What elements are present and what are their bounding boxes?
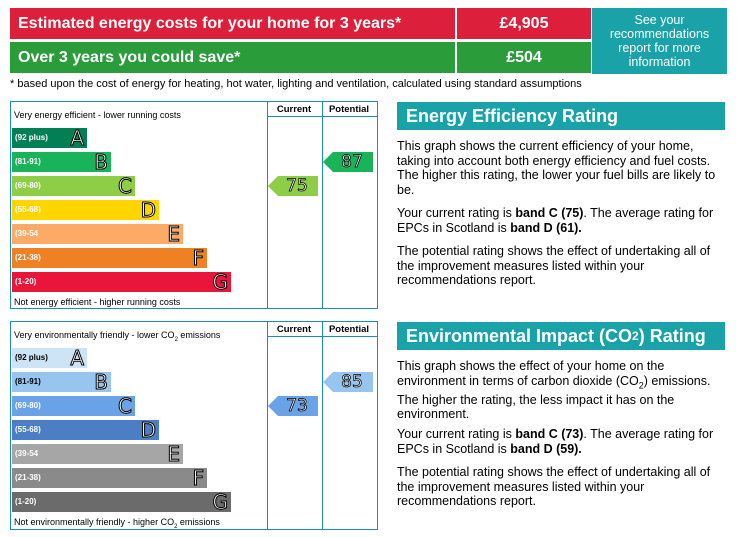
band-range: (39-54 — [15, 229, 39, 238]
current-band: band C (75) — [515, 206, 584, 220]
band-range: (1-20) — [15, 497, 37, 506]
environmental-impact-chart: Current Potential Very environmentally f… — [10, 321, 378, 530]
energy-efficiency-para-3: The potential rating shows the effect of… — [397, 244, 711, 287]
title-a: Environmental Impact (CO — [406, 325, 633, 346]
text-sub: 2 — [638, 380, 644, 390]
band-letter: F — [192, 246, 204, 271]
energy-efficiency-para-2: Your current rating is band C (75). The … — [397, 206, 727, 235]
estimated-costs-value: £4,905 — [457, 8, 591, 39]
environmental-impact-para-1: This graph shows the effect of your home… — [397, 359, 727, 422]
band-d: (55-68) D — [12, 198, 159, 223]
top-text-sub: 2 — [174, 336, 178, 343]
text: . The average rating for EPCs in Scotlan… — [397, 427, 714, 456]
band-range: (39-54 — [15, 449, 39, 458]
band-g: (1-20) G — [12, 270, 231, 295]
band-f: (21-38) F — [12, 466, 207, 491]
band-g: (1-20) G — [12, 490, 231, 515]
text: ) emissions. The higher the rating, the … — [397, 373, 711, 422]
band-letter: D — [140, 198, 156, 223]
chart-bottom-text: Not environmentally friendly - higher CO… — [14, 517, 220, 530]
band-range: (81-91) — [15, 157, 41, 166]
band-range: (55-68) — [15, 425, 41, 434]
text: This graph shows the effect of your home… — [397, 359, 665, 388]
current-column-header: Current — [276, 104, 312, 115]
energy-efficiency-title: Energy Efficiency Rating — [397, 102, 725, 130]
band-letter: G — [212, 490, 228, 515]
band-range: (69-80) — [15, 401, 41, 410]
band-b: (81-91) B — [12, 150, 111, 175]
band-range: (69-80) — [15, 181, 41, 190]
band-range: (1-20) — [15, 277, 37, 286]
potential-column-header: Potential — [328, 104, 370, 115]
band-letter: D — [140, 418, 156, 443]
top-text-end: emissions — [177, 330, 221, 340]
bottom-text-main: Not environmentally friendly - higher CO — [14, 517, 175, 527]
potential-rating-value: 85 — [341, 372, 363, 392]
environmental-impact-title: Environmental Impact (CO 2) Rating — [397, 322, 725, 350]
text: Your current rating is — [397, 427, 516, 441]
band-a: (92 plus) A — [12, 126, 87, 151]
potential-rating-arrow: 87 — [323, 152, 373, 172]
potential-rating-arrow: 85 — [323, 372, 373, 392]
band-e: (39-54 E — [12, 442, 183, 467]
band-range: (21-38) — [15, 253, 41, 262]
band-a: (92 plus) A — [12, 346, 87, 371]
current-rating-value: 75 — [286, 176, 308, 196]
band-letter: B — [94, 150, 109, 175]
band-letter: A — [70, 346, 85, 371]
chart-top-text: Very environmentally friendly - lower CO… — [14, 330, 220, 343]
band-letter: E — [167, 442, 181, 467]
band-f: (21-38) F — [12, 246, 207, 271]
environmental-impact-para-2: Your current rating is band C (73). The … — [397, 427, 727, 456]
band-letter: G — [212, 270, 228, 295]
current-band: band C (73) — [515, 427, 584, 441]
title-b: ) Rating — [638, 325, 706, 346]
current-rating-arrow: 73 — [268, 396, 318, 416]
see-recommendations-text: See your recommendations report for more… — [609, 13, 710, 69]
bottom-text-end: emissions — [177, 517, 220, 527]
potential-column-header: Potential — [328, 324, 370, 335]
current-rating-arrow: 75 — [268, 176, 318, 196]
chart-bottom-text: Not energy efficient - higher running co… — [14, 297, 181, 307]
estimated-costs-label: Estimated energy costs for your home for… — [10, 8, 455, 39]
savings-label: Over 3 years you could save* — [10, 42, 455, 73]
band-range: (81-91) — [15, 377, 41, 386]
band-d: (55-68) D — [12, 418, 159, 443]
average-band: band D (59). — [510, 441, 582, 456]
band-range: (55-68) — [15, 205, 41, 214]
top-text-main: Very environmentally friendly - lower CO — [14, 330, 175, 340]
bottom-text-sub: 2 — [174, 523, 178, 530]
band-letter: C — [118, 394, 133, 419]
environmental-impact-para-3: The potential rating shows the effect of… — [397, 465, 711, 508]
band-letter: F — [192, 466, 204, 491]
title-sub: 2 — [632, 329, 639, 343]
text: . The average rating for EPCs in Scotlan… — [397, 206, 714, 235]
band-range: (92 plus) — [15, 353, 48, 362]
band-letter: C — [118, 174, 133, 199]
chart-top-text: Very energy efficient - lower running co… — [14, 110, 181, 120]
band-range: (21-38) — [15, 473, 41, 482]
potential-rating-value: 87 — [341, 152, 363, 172]
band-c: (69-80) C — [12, 394, 135, 419]
energy-efficiency-para-1: This graph shows the current efficiency … — [397, 139, 716, 197]
energy-efficiency-chart: Current Potential Very energy efficient … — [10, 101, 378, 309]
band-e: (39-54 E — [12, 222, 183, 247]
current-column-header: Current — [276, 324, 312, 335]
band-letter: E — [167, 222, 181, 247]
savings-value: £504 — [457, 42, 591, 73]
band-b: (81-91) B — [12, 370, 111, 395]
band-letter: B — [94, 370, 109, 395]
average-band: band D (61). — [510, 220, 582, 235]
cost-footnote: * based upon the cost of energy for heat… — [10, 78, 582, 90]
band-letter: A — [70, 126, 85, 151]
band-range: (92 plus) — [15, 133, 48, 142]
text: Your current rating is — [397, 206, 516, 220]
band-c: (69-80) C — [12, 174, 135, 199]
see-recommendations-box: See your recommendations report for more… — [592, 8, 727, 74]
current-rating-value: 73 — [286, 396, 308, 416]
